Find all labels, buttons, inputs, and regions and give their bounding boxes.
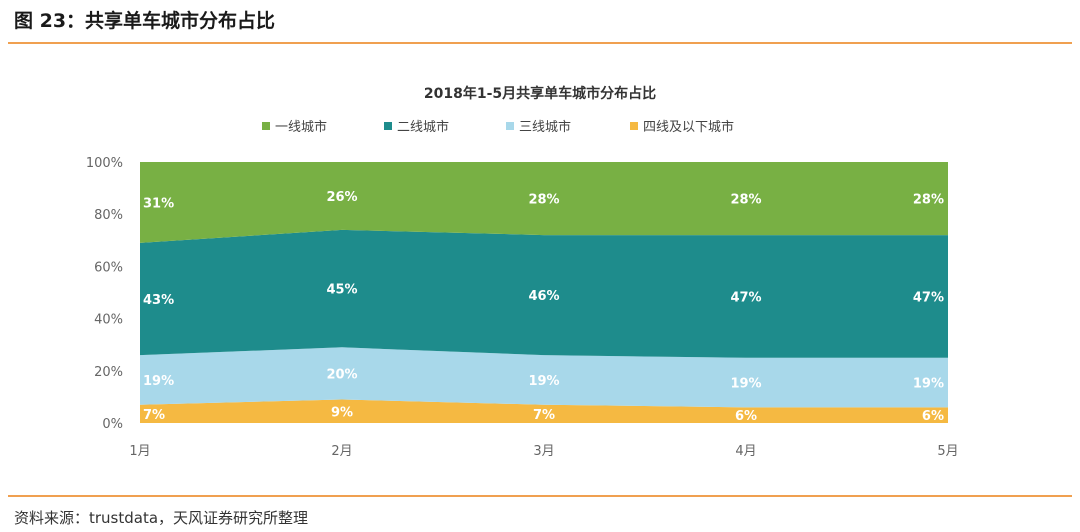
data-label: 43% xyxy=(143,293,174,308)
data-label: 19% xyxy=(528,374,559,389)
data-label: 28% xyxy=(528,193,559,208)
area-series-2 xyxy=(140,229,948,358)
area-series-0 xyxy=(140,399,948,423)
data-label: 46% xyxy=(528,289,559,304)
data-label: 20% xyxy=(326,367,357,382)
data-label: 6% xyxy=(735,409,757,424)
legend-swatch-2 xyxy=(506,122,514,130)
legend-label-1: 二线城市 xyxy=(397,119,449,135)
top-divider xyxy=(8,42,1072,44)
data-label: 45% xyxy=(326,283,357,298)
data-label: 7% xyxy=(533,408,555,423)
x-tick-label: 2月 xyxy=(331,444,352,459)
y-tick-label: 60% xyxy=(94,260,123,275)
legend-swatch-1 xyxy=(384,122,392,130)
legend-swatch-0 xyxy=(262,122,270,130)
legend-label-0: 一线城市 xyxy=(275,119,327,135)
data-label: 19% xyxy=(913,377,944,392)
data-label: 28% xyxy=(730,193,761,208)
legend-label-3: 四线及以下城市 xyxy=(643,119,734,135)
y-tick-label: 20% xyxy=(94,365,123,380)
chart-title: 2018年1-5月共享单车城市分布占比 xyxy=(424,85,656,102)
y-tick-label: 0% xyxy=(102,417,123,432)
legend-label-2: 三线城市 xyxy=(519,119,571,135)
data-label: 31% xyxy=(143,196,174,211)
data-label: 19% xyxy=(143,374,174,389)
data-label: 47% xyxy=(730,290,761,305)
area-series-1 xyxy=(140,347,948,408)
area-series-3 xyxy=(140,162,948,243)
data-label: 6% xyxy=(922,409,944,424)
data-label: 9% xyxy=(331,405,353,420)
data-label: 26% xyxy=(326,190,357,205)
y-tick-label: 100% xyxy=(86,156,123,171)
data-label: 28% xyxy=(913,193,944,208)
x-tick-label: 4月 xyxy=(735,444,756,459)
legend-swatch-3 xyxy=(630,122,638,130)
data-label: 19% xyxy=(730,377,761,392)
y-tick-label: 40% xyxy=(94,313,123,328)
figure-title: 图 23：共享单车城市分布占比 xyxy=(14,10,276,32)
x-tick-label: 5月 xyxy=(937,444,958,459)
bottom-divider xyxy=(8,495,1072,497)
x-tick-label: 3月 xyxy=(533,444,554,459)
x-tick-label: 1月 xyxy=(129,444,150,459)
data-label: 7% xyxy=(143,408,165,423)
data-label: 47% xyxy=(913,290,944,305)
y-tick-label: 80% xyxy=(94,208,123,223)
source-note: 资料来源：trustdata，天风证券研究所整理 xyxy=(14,509,309,527)
